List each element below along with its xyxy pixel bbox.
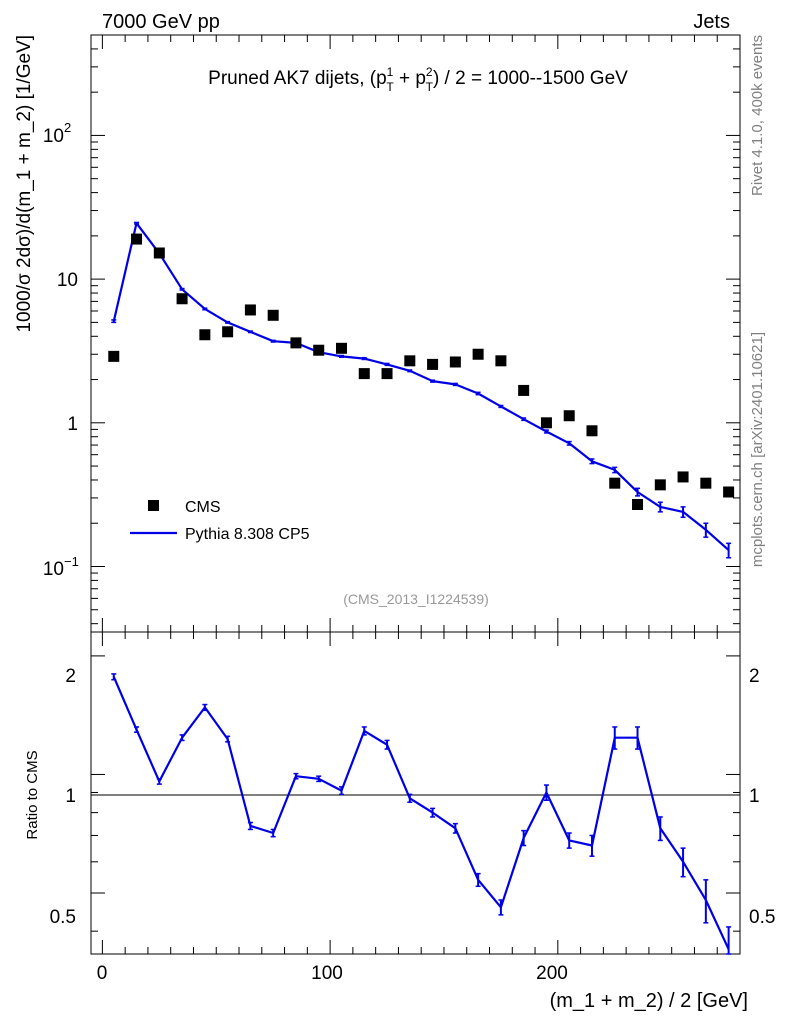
cms-data-point xyxy=(313,344,325,356)
header-right: Jets xyxy=(693,11,730,33)
ratio-tick-label-left-2: 2 xyxy=(65,666,76,687)
legend-pythia-label: Pythia 8.308 CP5 xyxy=(185,526,310,543)
legend-cms-marker xyxy=(148,500,159,511)
main-cms-series xyxy=(108,233,735,511)
svg-text:−1: −1 xyxy=(64,554,79,569)
cms-data-point xyxy=(404,355,416,367)
ratio-tick-label-right-0.5: 0.5 xyxy=(749,907,775,928)
cms-data-point xyxy=(290,337,302,349)
cms-data-point xyxy=(267,309,279,321)
main-axis-ticks xyxy=(91,34,740,632)
cms-data-point xyxy=(609,477,621,489)
legend-cms-label: CMS xyxy=(185,499,221,516)
ratio-tick-label-left-0.5: 0.5 xyxy=(50,907,76,928)
y-tick-label-0.1: 10 −1 xyxy=(43,554,79,580)
cms-data-point xyxy=(632,499,644,511)
cms-data-point xyxy=(540,417,552,429)
cms-data-point xyxy=(472,348,484,360)
cms-data-point xyxy=(244,304,256,316)
ratio-mc-series xyxy=(111,673,732,955)
x-axis-label: (m_1 + m_2) / 2 [GeV] xyxy=(550,990,748,1012)
cms-data-point xyxy=(586,425,598,437)
cms-data-point xyxy=(677,471,689,483)
cms-data-point xyxy=(153,247,165,259)
main-mc-series xyxy=(111,221,732,559)
x-tick-label-100: 100 xyxy=(311,963,343,984)
cms-data-point xyxy=(199,329,211,341)
cms-data-point xyxy=(131,233,143,245)
cms-data-point xyxy=(358,368,370,380)
svg-text:10: 10 xyxy=(43,559,64,580)
y-tick-label-100: 10 2 xyxy=(43,120,71,147)
mcplots-source-label: mcplots.cern.ch [arXiv:2401.10621] xyxy=(749,332,766,567)
x-tick-label-0: 0 xyxy=(97,963,108,984)
cms-data-point xyxy=(449,356,461,368)
pythia-line xyxy=(112,222,730,551)
cms-data-point xyxy=(427,358,439,370)
cms-data-point xyxy=(700,477,712,489)
cms-data-point xyxy=(723,486,735,498)
y-axis-label: 1000/σ 2dσ)/d(m_1 + m_2) [1/GeV] xyxy=(14,35,35,333)
svg-text:10: 10 xyxy=(43,126,64,147)
cms-data-point xyxy=(176,293,188,305)
ratio-tick-label-right-1: 1 xyxy=(749,786,760,807)
ratio-plot-frame xyxy=(90,631,741,955)
cms-data-point xyxy=(518,384,530,396)
cms-data-point xyxy=(381,368,393,380)
plot-title: Pruned AK7 dijets, (p1 T + p2 T) / 2 = 100… xyxy=(208,65,628,94)
ratio-tick-label-right-2: 2 xyxy=(749,666,760,687)
y-tick-label-10: 10 xyxy=(57,270,78,291)
analysis-id-label: (CMS_2013_I1224539) xyxy=(343,591,489,607)
ratio-axis-ticks xyxy=(91,632,740,954)
cms-data-point xyxy=(335,342,347,354)
ratio-y-axis-label: Ratio to CMS xyxy=(24,750,41,839)
cms-data-point xyxy=(222,326,234,338)
svg-text:2: 2 xyxy=(64,120,71,135)
header-left: 7000 GeV pp xyxy=(102,11,220,33)
x-tick-label-200: 200 xyxy=(536,963,568,984)
cms-data-point xyxy=(654,479,666,491)
cms-data-point xyxy=(563,410,575,422)
cms-data-point xyxy=(495,355,507,367)
cms-data-point xyxy=(108,350,120,362)
ratio-tick-label-left-1: 1 xyxy=(65,786,76,807)
ratio-line xyxy=(112,676,730,950)
y-tick-label-1: 1 xyxy=(67,414,78,435)
rivet-version-label: Rivet 4.1.0, 400k events xyxy=(749,35,766,196)
